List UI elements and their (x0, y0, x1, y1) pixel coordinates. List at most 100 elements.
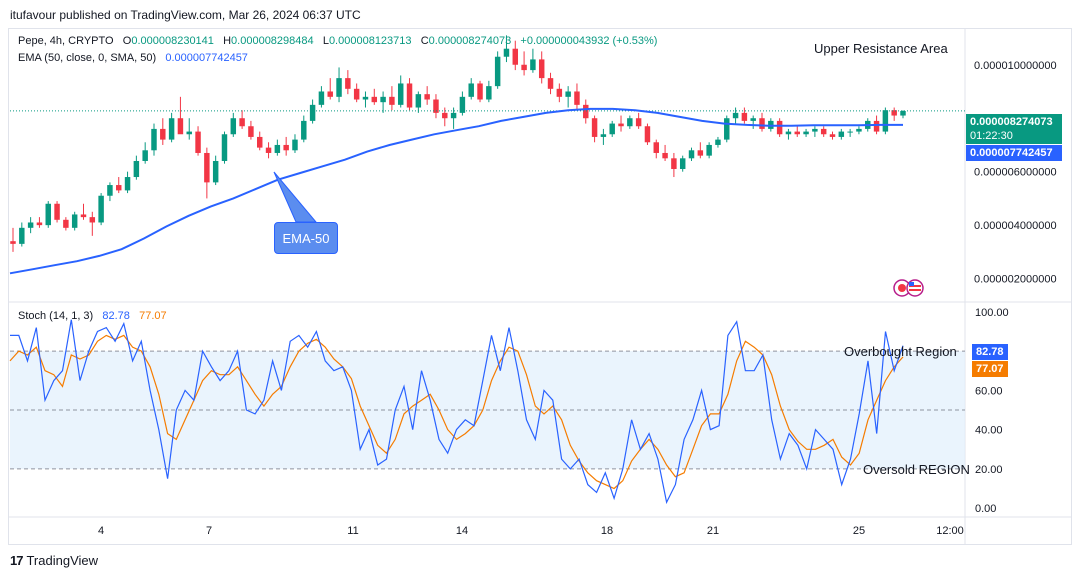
price-tick-label: 0.000006000000 (974, 167, 1057, 179)
symbol-label: Pepe, 4h, CRYPTO (18, 35, 114, 47)
ema-price-badge: 0.000007742457 (966, 145, 1062, 161)
candle-body (891, 110, 897, 116)
candle-body (318, 91, 325, 105)
candle-body (732, 112, 739, 119)
stoch-tick-label: 0.00 (975, 503, 996, 515)
candle-body (274, 144, 281, 153)
candle-body (239, 118, 245, 127)
candle-body (715, 139, 721, 145)
close-label: C (420, 35, 429, 47)
candle-body (89, 217, 96, 223)
candle-body (829, 134, 836, 137)
candle-body (724, 118, 730, 140)
time-tick-label: 21 (707, 525, 719, 537)
time-tick-label: 18 (601, 525, 613, 537)
stoch-tick-label: 20.00 (975, 464, 1003, 476)
candle-body (98, 195, 104, 223)
flag-icon[interactable] (892, 278, 926, 298)
candle-body (556, 88, 563, 97)
candle-body (292, 139, 298, 151)
candle-body (679, 158, 686, 170)
candle-body (433, 99, 439, 113)
stoch-k-badge: 82.78 (972, 344, 1008, 360)
stoch-label: Stoch (14, 1, 3) (18, 310, 94, 322)
oversold-label[interactable]: Oversold REGION (863, 462, 970, 477)
low-value: 0.000008123713 (328, 35, 412, 47)
candle-body (671, 158, 677, 170)
candle-body (168, 118, 175, 140)
candle-body (530, 59, 536, 71)
candle-body (847, 131, 853, 133)
candle-body (521, 64, 527, 71)
upper-resistance-label[interactable]: Upper Resistance Area (814, 41, 948, 56)
published-header: itufavour published on TradingView.com, … (10, 8, 361, 22)
candle-body (574, 91, 580, 105)
candle-body (221, 134, 228, 161)
candle-body (63, 219, 69, 228)
high-label: H (223, 35, 232, 47)
candle-body (415, 94, 422, 108)
tradingview-footer[interactable]: 17 TradingView (10, 553, 98, 568)
candle-body (900, 111, 906, 116)
candle-body (750, 118, 756, 121)
candle-body (204, 152, 210, 183)
candle-body (618, 123, 624, 127)
candle-body (389, 96, 395, 105)
candle-body (812, 128, 818, 132)
countdown-badge: 01:22:30 (966, 128, 1062, 144)
open-value: 0.000008230141 (131, 35, 214, 47)
candle-body (195, 131, 201, 153)
time-tick-label: 7 (206, 525, 212, 537)
candle-body (794, 131, 800, 135)
candle-body (494, 56, 501, 87)
candle-body (27, 222, 34, 228)
candle-body (230, 118, 237, 135)
stoch-k-line (10, 319, 904, 505)
candle-body (759, 118, 765, 129)
candle-body (856, 128, 862, 132)
price-tick-label: 0.000010000000 (974, 60, 1057, 72)
chart-frame (8, 28, 1072, 545)
stoch-tick-label: 60.00 (975, 385, 1003, 397)
candle-body (142, 150, 148, 161)
candle-body (406, 83, 413, 108)
candle-body (547, 78, 554, 89)
candle-body (124, 177, 131, 191)
close-value: 0.000008274073 (428, 35, 512, 47)
candle-body (45, 203, 51, 226)
candle-body (459, 96, 466, 113)
candle-body (653, 142, 659, 153)
time-tick-label: 11 (347, 525, 358, 537)
candle-body (362, 96, 369, 100)
candle-body (36, 222, 43, 226)
candle-body (71, 214, 78, 228)
candle-body (450, 112, 457, 119)
price-legend: Pepe, 4h, CRYPTO O0.000008230141 H0.0000… (18, 35, 657, 47)
candle-body (512, 48, 519, 65)
candle-body (54, 203, 60, 220)
ema-legend: EMA (50, close, 0, SMA, 50) 0.0000077424… (18, 52, 248, 64)
last-price-badge: 0.000008274073 (966, 114, 1062, 130)
candle-body (477, 83, 483, 100)
tradingview-brand: TradingView (26, 553, 99, 568)
candle-body (380, 96, 386, 103)
candle-body (803, 131, 809, 135)
ema-label: EMA (50, close, 0, SMA, 50) (18, 52, 157, 64)
candle-body (873, 120, 880, 132)
candle-body (442, 112, 448, 119)
candle-body (468, 83, 474, 97)
tradingview-logo-icon: 17 (10, 553, 24, 568)
ema-callout[interactable]: EMA-50 (274, 222, 338, 254)
time-tick-label: 25 (853, 525, 865, 537)
candle-body (257, 136, 263, 148)
stoch-d-line (9, 334, 904, 490)
candle-body (301, 120, 307, 140)
candle-body (10, 241, 16, 244)
candle-body (151, 128, 157, 151)
overbought-label[interactable]: Overbought Region (844, 344, 957, 359)
candle-body (107, 185, 113, 196)
candle-body (19, 227, 25, 244)
candle-body (248, 126, 254, 137)
candle-body (212, 160, 219, 183)
